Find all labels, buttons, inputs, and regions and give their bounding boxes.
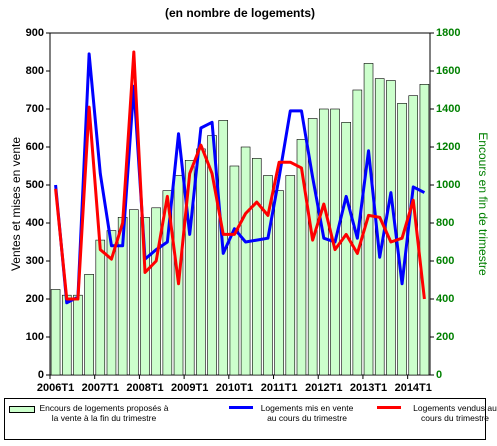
legend-label: Encours de logements proposés à la vente… <box>39 403 169 423</box>
y-tick-label: 900 <box>26 27 44 39</box>
y2-tick-label: 1600 <box>436 65 460 77</box>
y-tick-label: 400 <box>26 217 44 229</box>
bar <box>341 122 351 376</box>
legend: Encours de logements proposés à la vente… <box>4 398 497 440</box>
x-tick-label: 2012T1 <box>305 382 342 394</box>
y2-tick-label: 200 <box>436 331 454 343</box>
legend-item: Encours de logements proposés à la vente… <box>9 403 169 423</box>
y-tick-label: 100 <box>26 331 44 343</box>
bar <box>240 146 251 376</box>
y2-tick-label: 1000 <box>436 179 460 191</box>
y-tick-label: 600 <box>26 141 44 153</box>
legend-swatch <box>377 406 401 409</box>
bar <box>419 84 430 376</box>
x-tick-label: 2010T1 <box>216 382 253 394</box>
bar <box>106 230 117 376</box>
bar <box>184 160 195 376</box>
y-tick-label: 500 <box>26 179 44 191</box>
bar <box>84 273 94 376</box>
bar <box>50 289 61 376</box>
y2-tick-label: 1400 <box>436 103 460 115</box>
bar <box>196 148 206 376</box>
bar <box>162 190 173 376</box>
bar <box>73 294 83 376</box>
y-tick-label: 800 <box>26 65 44 77</box>
bar <box>129 209 139 376</box>
bar <box>319 108 329 376</box>
x-tick-label: 2008T1 <box>126 382 163 394</box>
bar <box>251 158 262 376</box>
bar <box>307 118 318 376</box>
y2-axis-label: Encours en fin de trimestre <box>476 132 490 276</box>
y-axis-label: Ventes et mises en vente <box>9 137 23 271</box>
x-tick-label: 2011T1 <box>261 382 298 394</box>
y-tick-label: 200 <box>26 293 44 305</box>
bar <box>296 139 307 376</box>
y2-tick-label: 0 <box>436 369 442 381</box>
y2-tick-label: 400 <box>436 293 454 305</box>
y-tick-label: 700 <box>26 103 44 115</box>
y-tick-label: 0 <box>38 369 44 381</box>
y2-tick-label: 1200 <box>436 141 460 153</box>
x-tick-label: 2007T1 <box>82 382 119 394</box>
chart: (en nombre de logements) Ventes et mises… <box>9 6 490 394</box>
bar <box>95 239 106 376</box>
x-tick-label: 2013T1 <box>350 382 387 394</box>
y2-tick-label: 800 <box>436 217 454 229</box>
bar <box>274 190 284 376</box>
plot-frame <box>49 32 431 376</box>
y-tick-label: 300 <box>26 255 44 267</box>
y2-tick-label: 600 <box>436 255 454 267</box>
chart-title: (en nombre de logements) <box>165 6 315 20</box>
legend-label: Logements mis en vente au cours du trime… <box>260 403 354 423</box>
y2-tick-label: 1800 <box>436 27 460 39</box>
bar <box>151 207 161 376</box>
legend-item: Logements mis en vente au cours du trime… <box>229 403 357 423</box>
bar <box>140 217 150 376</box>
bar <box>61 294 72 376</box>
legend-item: Logements vendus au cours du trimestre <box>377 403 497 423</box>
x-tick-label: 2009T1 <box>171 382 208 394</box>
legend-label: Logements vendus au cours du trimestre <box>413 403 497 423</box>
x-tick-label: 2014T1 <box>395 382 432 394</box>
line <box>54 50 426 301</box>
legend-swatch <box>229 406 253 409</box>
legend-swatch <box>9 406 35 413</box>
bar <box>285 175 296 376</box>
bar <box>263 175 273 376</box>
bar <box>229 165 240 376</box>
x-tick-label: 2006T1 <box>37 382 74 394</box>
